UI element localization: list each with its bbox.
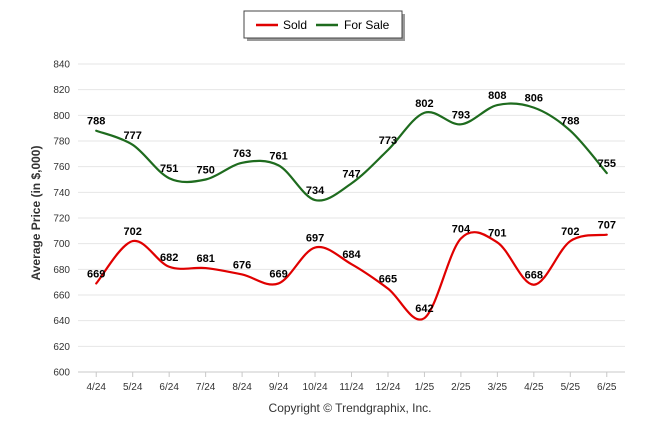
data-label-sold: 669: [269, 268, 287, 280]
data-label-sold: 681: [196, 253, 214, 265]
data-label-sold: 697: [306, 233, 324, 245]
x-axis-ticks: 4/24 5/24 6/24 7/24 8/24 9/24 10/24 11/24 12/24 1…: [86, 372, 617, 393]
y-axis-title: Average Price (in $,000): [29, 146, 43, 281]
y-tick-label: 780: [53, 137, 70, 148]
series-line-sold: [95, 231, 608, 321]
data-label-sold: 665: [379, 274, 397, 286]
x-tick-label: 11/24: [339, 382, 364, 393]
x-tick-label: 6/24: [159, 382, 179, 393]
data-label-for-sale: 788: [87, 116, 105, 128]
x-tick-label: 6/25: [597, 382, 617, 393]
data-label-sold: 704: [452, 224, 471, 236]
x-tick-label: 5/25: [561, 382, 581, 393]
data-label-sold: 642: [415, 303, 433, 315]
data-label-for-sale: 773: [379, 135, 397, 147]
x-tick-label: 2/25: [451, 382, 471, 393]
data-labels: 669 702 682 681 676 669 697 684 665 642 704 701 668 7…: [87, 90, 616, 315]
data-label-sold: 702: [124, 226, 142, 238]
y-axis-ticks: 600 620 640 660 680 700 720 740 760 780 800 820 840: [53, 60, 70, 379]
data-label-sold: 702: [561, 226, 579, 238]
data-label-sold: 669: [87, 268, 105, 280]
data-label-for-sale: 761: [269, 150, 287, 162]
grid-lines: [78, 63, 625, 373]
y-tick-label: 680: [53, 265, 70, 276]
data-label-for-sale: 808: [488, 90, 506, 102]
y-tick-label: 820: [53, 85, 70, 96]
data-label-for-sale: 747: [342, 168, 360, 180]
x-tick-label: 4/25: [524, 382, 544, 393]
y-tick-label: 660: [53, 291, 70, 302]
data-label-sold: 682: [160, 252, 178, 264]
data-label-for-sale: 802: [415, 98, 433, 110]
data-label-for-sale: 734: [306, 185, 325, 197]
y-tick-label: 760: [53, 162, 70, 173]
x-tick-label: 7/24: [196, 382, 216, 393]
x-tick-label: 3/25: [488, 382, 508, 393]
y-tick-label: 700: [53, 239, 70, 250]
data-label-for-sale: 763: [233, 148, 251, 160]
legend-label-for-sale: For Sale: [344, 18, 390, 32]
y-tick-label: 800: [53, 111, 70, 122]
series-line-for-sale: [95, 102, 608, 202]
x-tick-label: 12/24: [375, 382, 400, 393]
data-label-for-sale: 806: [525, 93, 543, 105]
data-label-for-sale: 750: [196, 165, 214, 177]
data-label-for-sale: 751: [160, 163, 178, 175]
copyright-footer: Copyright © Trendgraphix, Inc.: [269, 401, 432, 415]
series-lines: [95, 102, 608, 321]
y-tick-label: 840: [53, 60, 70, 71]
legend: Sold For Sale: [243, 10, 405, 41]
x-tick-label: 1/25: [415, 382, 435, 393]
legend-label-sold: Sold: [283, 18, 307, 32]
x-tick-label: 9/24: [269, 382, 289, 393]
data-label-sold: 707: [598, 220, 616, 232]
data-label-for-sale: 793: [452, 109, 470, 121]
y-tick-label: 600: [53, 368, 70, 379]
x-tick-label: 8/24: [232, 382, 252, 393]
data-label-for-sale: 788: [561, 116, 579, 128]
y-tick-label: 740: [53, 188, 70, 199]
y-tick-label: 640: [53, 316, 70, 327]
data-label-for-sale: 755: [598, 158, 616, 170]
x-tick-label: 4/24: [86, 382, 106, 393]
data-label-sold: 668: [525, 270, 543, 282]
x-tick-label: 5/24: [123, 382, 143, 393]
data-label-sold: 684: [342, 249, 361, 261]
data-label-sold: 701: [488, 227, 506, 239]
data-label-sold: 676: [233, 259, 251, 271]
y-tick-label: 720: [53, 214, 70, 225]
y-tick-label: 620: [53, 342, 70, 353]
x-tick-label: 10/24: [303, 382, 328, 393]
data-label-for-sale: 777: [124, 130, 142, 142]
